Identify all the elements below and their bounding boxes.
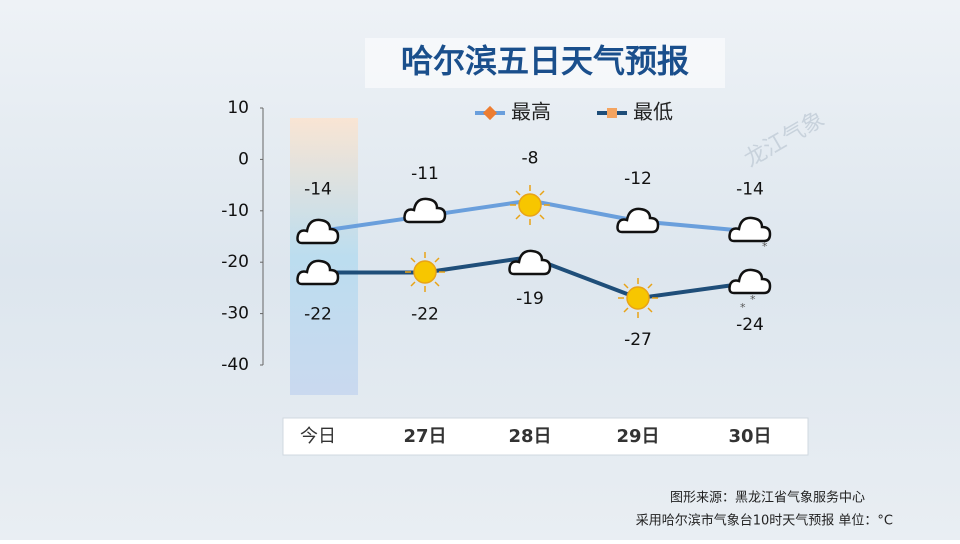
data-label: -14 [304,179,332,199]
y-tick-label: -40 [221,355,249,375]
x-tick-label: 30日 [728,426,771,447]
y-tick-label: -20 [221,252,249,272]
source: 图形来源：黑龙江省气象服务中心 [670,490,865,506]
legend-label: 最高 [511,100,551,124]
snowflakes: * * * [740,240,768,314]
y-tick-label: -10 [221,201,249,221]
data-label: -27 [624,330,652,350]
snowflake: * [740,301,746,314]
today-highlight [290,118,358,395]
chart-title: 哈尔滨五日天气预报 [401,42,689,80]
y-tick-label: -30 [221,304,249,324]
x-tick-label: 29日 [616,426,659,447]
sun-icon [617,277,659,319]
legend-marker [482,105,498,121]
snowflake: * [762,240,768,253]
x-tick-label: 28日 [508,426,551,447]
data-label: -11 [411,164,439,184]
x-tick-label: 27日 [403,426,446,447]
category-box [282,417,809,456]
weather-icons: * * * [296,184,772,319]
data-label: -19 [516,289,544,309]
sun-icon [509,184,551,226]
data-label: -22 [304,304,332,324]
sun-icon [404,251,446,293]
y-tick-label: 0 [238,149,249,169]
legend-marker [607,108,617,118]
data-label: -14 [736,179,764,199]
data-label: -24 [736,315,764,335]
title-box [365,38,725,88]
legend-label: 最低 [633,100,673,124]
y-tick-label: 10 [227,98,249,118]
data-label: -12 [624,169,652,189]
data-label: -22 [411,304,439,324]
note: 采用哈尔滨市气象台10时天气预报 单位：°C [636,513,893,529]
snowflake: * [750,293,756,306]
x-tick-label: 今日 [300,426,336,447]
data-label: -8 [522,149,539,169]
